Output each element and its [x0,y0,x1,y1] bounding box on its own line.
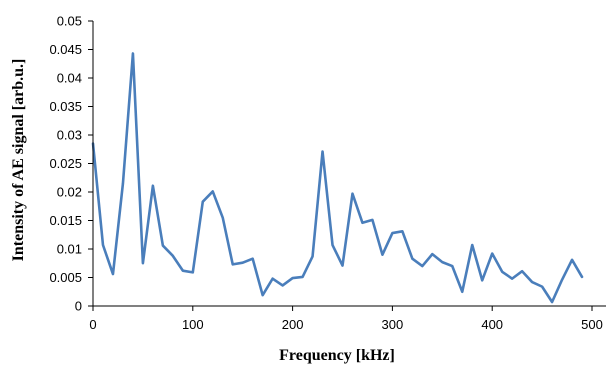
x-tick-label: 100 [182,317,204,332]
plot-area [91,52,584,304]
y-tick-label: 0.045 [49,42,82,57]
y-tick-label: 0.03 [57,128,82,143]
x-tick-label: 0 [89,317,96,332]
y-tick-label: 0.04 [57,71,82,86]
y-tick-label: 0.02 [57,185,82,200]
y-tick-label: 0.01 [57,242,82,257]
x-tick-label: 400 [481,317,503,332]
y-tick-label: 0.05 [57,14,82,29]
y-axis-title: Intensity of AE signal [arb.u.] [10,59,27,262]
y-tick-label: 0.005 [49,270,82,285]
y-tick-label: 0.035 [49,99,82,114]
x-axis-ticks: 0 100 200 300 400 500 [89,306,603,332]
y-tick-label: 0 [75,299,82,314]
y-tick-label: 0.025 [49,156,82,171]
series-line [91,52,584,304]
y-tick-label: 0.015 [49,213,82,228]
x-axis-title: Frequency [kHz] [279,347,395,364]
x-tick-label: 200 [282,317,304,332]
x-tick-label: 500 [581,317,603,332]
y-axis-ticks: 0 0.005 0.01 0.015 0.02 0.025 0.03 0.035 0.04 0.0… [49,14,93,314]
x-tick-label: 300 [382,317,404,332]
